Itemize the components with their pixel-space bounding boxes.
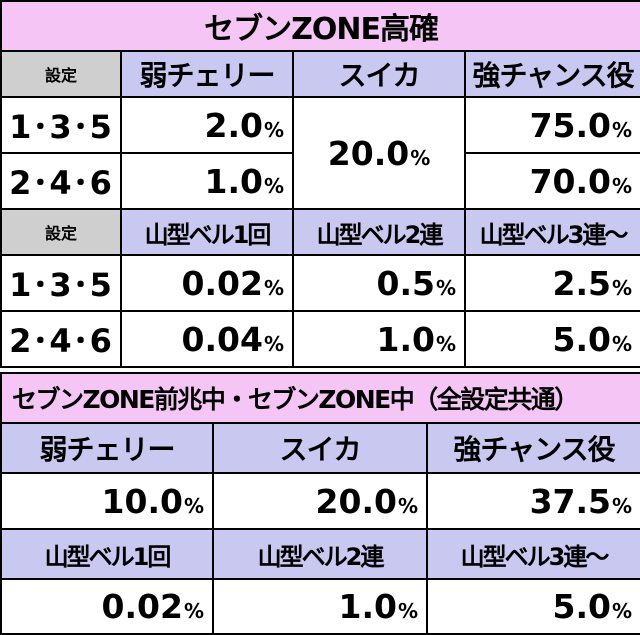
seven-zone-high-prob-table: セブンZONE高確 設定 弱チェリー スイカ 強チャンス役 1･3･5 2.0%… [0,0,640,368]
setting-cell: 2･4･6 [0,152,122,210]
value-cell: 5.0% [425,578,640,635]
setting-cell: 2･4･6 [0,310,122,368]
setting-label: 設定 [0,208,122,256]
header-strong-chance: 強チャンス役 [425,422,640,474]
table-row: 0.02% 1.0% 5.0% [0,578,640,635]
value-cell: 70.0% [463,152,640,210]
setting-cell: 1･3･5 [0,254,122,312]
header-bell-1: 山型ベル1回 [120,208,294,256]
table-row: 1･3･5 2.0% 20.0% 75.0% [0,96,640,210]
header-bell-2: 山型ベル2連 [212,528,428,580]
table-row: 10.0% 20.0% 37.5% [0,472,640,530]
value-cell: 0.04% [120,310,294,368]
setting-label: 設定 [0,50,122,98]
section1-title: セブンZONE高確 [0,0,640,52]
header-suika: スイカ [212,422,428,474]
value-cell: 1.0% [120,152,294,210]
table-row: 2･4･6 1.0% 70.0% [0,152,640,210]
header-weak-cherry: 弱チェリー [0,422,214,474]
value-cell: 20.0% [212,472,428,530]
header-suika: スイカ [292,50,466,98]
seven-zone-common-table: セブンZONE前兆中・セブンZONE中（全設定共通） 弱チェリー スイカ 強チャ… [0,372,640,635]
header-bell-1: 山型ベル1回 [0,528,214,580]
value-cell: 75.0% [463,96,640,154]
section2-title: セブンZONE前兆中・セブンZONE中（全設定共通） [0,372,640,424]
value-cell: 5.0% [463,310,640,368]
value-cell: 2.0% [120,96,294,154]
header-strong-chance: 強チャンス役 [463,50,640,98]
table-row: 2･4･6 0.04% 1.0% 5.0% [0,310,640,368]
value-cell: 10.0% [0,472,214,530]
value-cell: 0.02% [0,578,214,635]
header-bell-3: 山型ベル3連〜 [463,208,640,256]
table-row: 1･3･5 0.02% 0.5% 2.5% [0,254,640,312]
value-cell: 1.0% [292,310,466,368]
value-cell: 0.02% [120,254,294,312]
value-cell-suika: 20.0% [292,96,466,210]
header-bell-3: 山型ベル3連〜 [425,528,640,580]
setting-cell: 1･3･5 [0,96,122,154]
value-cell: 1.0% [212,578,428,635]
header-weak-cherry: 弱チェリー [120,50,294,98]
value-cell: 37.5% [425,472,640,530]
value-cell: 2.5% [463,254,640,312]
header-bell-2: 山型ベル2連 [292,208,466,256]
value-cell: 0.5% [292,254,466,312]
